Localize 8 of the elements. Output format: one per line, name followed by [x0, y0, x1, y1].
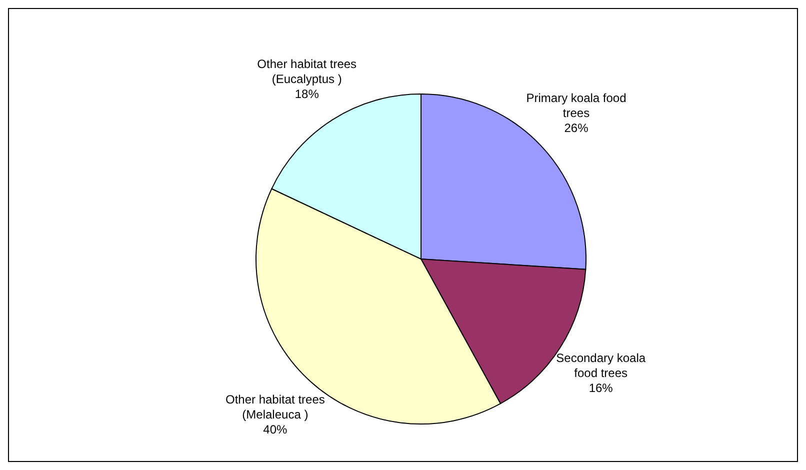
data-label: 26% [564, 121, 589, 136]
data-label: 16% [588, 381, 614, 396]
slice-label: Other habitat trees (Eucalyptus ) [257, 57, 357, 86]
slice-label: Secondary koala food trees [556, 351, 646, 380]
slice-label: Primary koala food trees [526, 91, 626, 120]
data-label: 18% [294, 87, 320, 102]
data-label: 40% [263, 422, 288, 436]
slice-label: Other habitat trees (Melaleuca ) [225, 392, 325, 422]
